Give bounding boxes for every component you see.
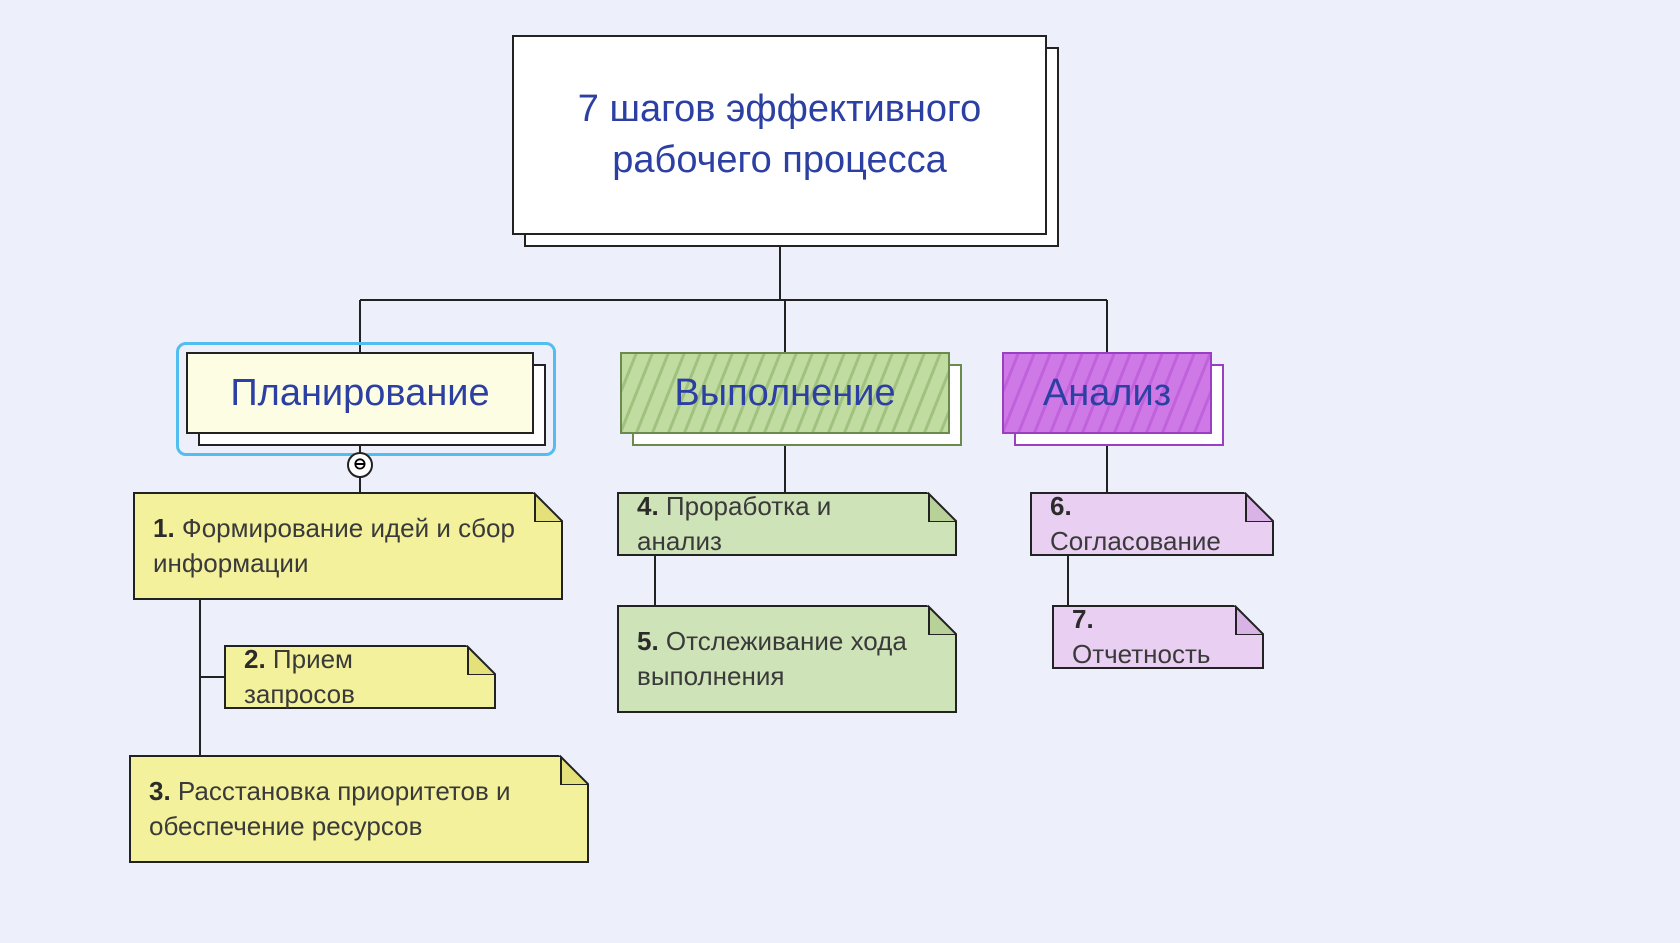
note-number-n1: 1.	[153, 513, 175, 543]
note-body-n7: Отчетность	[1072, 639, 1210, 669]
note-text-n7: 7. Отчетность	[1072, 602, 1244, 672]
note-text-n2: 2. Прием запросов	[244, 642, 476, 712]
note-text-n1: 1. Формирование идей и сбор информации	[153, 511, 543, 581]
minus-icon: ⊖	[353, 454, 366, 474]
note-number-n7: 7.	[1072, 604, 1094, 634]
note-body-n1: Формирование идей и сбор информации	[153, 513, 515, 578]
title-box[interactable]: 7 шагов эффективного рабочего процесса	[512, 35, 1047, 235]
category-box-analysis[interactable]: Анализ	[1002, 352, 1212, 434]
category-box-execution[interactable]: Выполнение	[620, 352, 950, 434]
note-number-n6: 6.	[1050, 491, 1072, 521]
note-n3[interactable]: 3. Расстановка приоритетов и обеспечение…	[129, 755, 589, 863]
note-n4[interactable]: 4. Проработка и анализ	[617, 492, 957, 556]
note-text-n6: 6. Согласование	[1050, 489, 1254, 559]
note-body-n6: Согласование	[1050, 526, 1221, 556]
note-number-n5: 5.	[637, 626, 659, 656]
note-n6[interactable]: 6. Согласование	[1030, 492, 1274, 556]
title-text: 7 шагов эффективного рабочего процесса	[544, 84, 1015, 187]
collapse-button-planning[interactable]: ⊖	[347, 452, 373, 478]
note-text-n4: 4. Проработка и анализ	[637, 489, 937, 559]
note-body-n3: Расстановка приоритетов и обеспечение ре…	[149, 776, 511, 841]
diagram-canvas: 7 шагов эффективного рабочего процесса Пл…	[0, 0, 1680, 943]
category-label-planning: Планирование	[230, 372, 489, 415]
note-text-n5: 5. Отслеживание хода выполнения	[637, 624, 937, 694]
note-number-n3: 3.	[149, 776, 171, 806]
note-text-n3: 3. Расстановка приоритетов и обеспечение…	[149, 774, 569, 844]
note-number-n4: 4.	[637, 491, 659, 521]
note-n5[interactable]: 5. Отслеживание хода выполнения	[617, 605, 957, 713]
note-n1[interactable]: 1. Формирование идей и сбор информации	[133, 492, 563, 600]
note-n7[interactable]: 7. Отчетность	[1052, 605, 1264, 669]
category-label-execution: Выполнение	[674, 372, 895, 415]
note-body-n5: Отслеживание хода выполнения	[637, 626, 907, 691]
note-body-n4: Проработка и анализ	[637, 491, 831, 556]
category-label-analysis: Анализ	[1043, 372, 1171, 415]
note-n2[interactable]: 2. Прием запросов	[224, 645, 496, 709]
note-number-n2: 2.	[244, 644, 266, 674]
